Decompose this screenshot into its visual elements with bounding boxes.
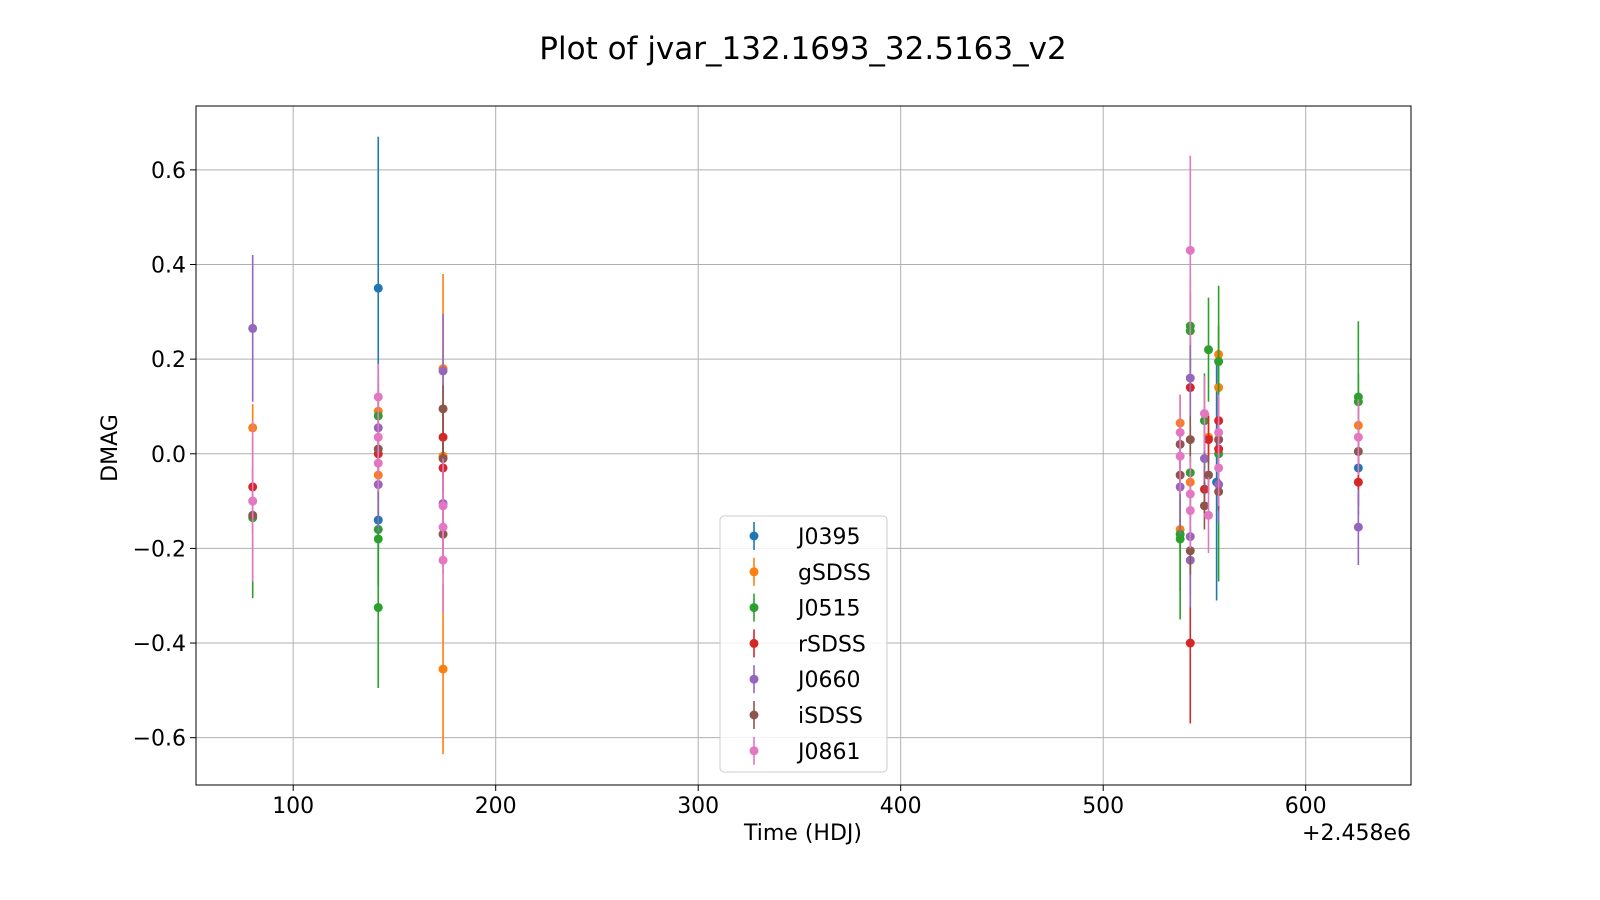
data-point [438,555,448,565]
x-tick-label: 600 [1285,794,1327,819]
legend-marker [749,746,759,756]
y-axis-label: DMAG [98,414,123,482]
data-point [1353,477,1363,487]
x-tick-label: 500 [1082,794,1124,819]
legend-entry-gsdss: gSDSS [749,557,871,586]
data-point [1185,638,1195,648]
legend-marker [749,531,759,541]
data-point [373,603,383,613]
data-point [438,404,448,414]
data-point [1204,435,1213,445]
data-point [373,283,383,293]
data-point [1199,501,1209,511]
x-axis-offset-label: +2.458e6 [1302,821,1411,846]
y-tick-label: 0.6 [151,159,186,184]
legend-marker [749,567,759,577]
legend-label: rSDSS [798,632,866,657]
data-point [1204,510,1213,520]
data-point [1353,522,1363,532]
legend-entry-isdss: iSDSS [749,701,863,729]
legend-entry-j0395: J0395 [749,522,860,550]
legend-marker [749,674,759,684]
legend: J0395 gSDSS J0515 rSDSS J0660 iSDSS J0861 [719,515,888,773]
legend-entry-rsdss: rSDSS [749,629,866,658]
y-tick-label: 0.4 [151,254,186,279]
data-point [1353,432,1363,442]
data-point [1199,409,1209,419]
data-point [1199,454,1209,464]
y-tick-label: 0.0 [151,443,186,468]
legend-entry-j0660: J0660 [749,665,860,694]
y-tick-label: −0.4 [133,632,186,657]
x-tick-label: 100 [272,794,314,819]
y-tick-label: −0.6 [133,727,186,752]
axis-ticks: 100 200 300 400 500 600 −0.6 −0.4 −0.2 0.0 0.2 0.4 0… [133,159,1327,819]
data-point [1185,435,1195,445]
y-tick-label: −0.2 [133,537,186,562]
data-point [1185,373,1195,383]
data-point [373,392,383,402]
legend-entries: J0395 gSDSS J0515 rSDSS J0660 iSDSS J0861 [749,522,871,765]
legend-label: gSDSS [798,561,871,586]
legend-marker [749,710,759,720]
y-tick-label: 0.2 [151,348,186,373]
data-point [438,432,448,442]
legend-entry-j0515: J0515 [749,593,860,622]
data-point [248,323,258,333]
data-point [1214,463,1224,473]
legend-label: iSDSS [798,704,863,729]
data-point [373,458,383,468]
data-point [1185,489,1195,499]
series-j0861 [248,155,1363,613]
legend-label: J0660 [796,668,860,693]
legend-box [719,515,888,773]
x-tick-label: 400 [880,794,922,819]
data-point [1204,345,1213,355]
data-point [1204,470,1213,480]
data-point [438,366,448,376]
data-point [248,496,258,506]
data-point [1175,451,1185,461]
data-point [1185,546,1195,556]
legend-marker [749,638,759,648]
legend-entry-j0861: J0861 [749,736,860,765]
legend-label: J0861 [796,740,860,765]
x-tick-label: 200 [475,794,517,819]
data-point [1185,245,1195,255]
data-points [248,136,1363,755]
legend-label: J0515 [796,597,860,622]
data-point [438,664,448,674]
chart-title: Plot of jvar_132.1693_32.5163_v2 [539,31,1066,67]
x-axis-label: Time (HDJ) [743,821,862,846]
legend-label: J0395 [796,525,860,550]
legend-marker [749,603,759,613]
x-tick-label: 300 [677,794,719,819]
plot-frame [195,105,1412,786]
